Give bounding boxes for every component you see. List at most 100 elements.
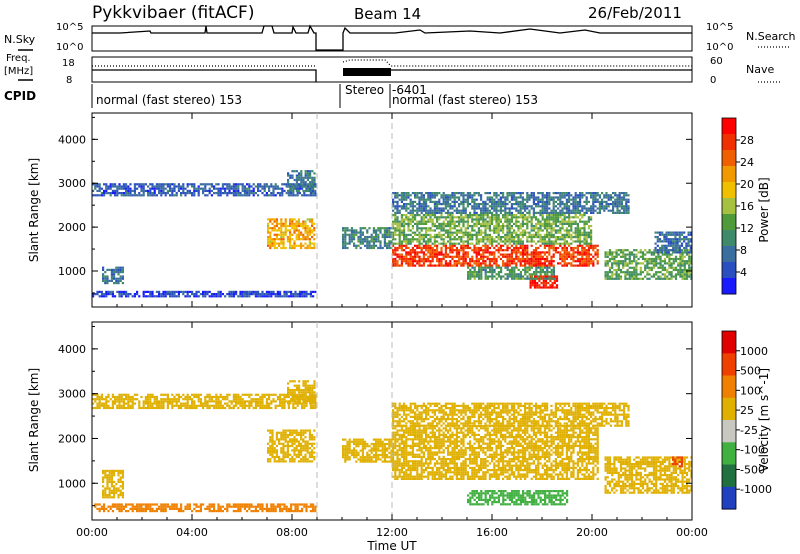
- data-cell: [169, 185, 172, 188]
- data-cell: [674, 255, 678, 258]
- data-cell: [447, 214, 450, 217]
- data-cell: [230, 192, 233, 195]
- data-cell: [107, 290, 110, 293]
- data-cell: [133, 194, 136, 197]
- data-cell: [561, 209, 564, 212]
- data-cell: [120, 192, 123, 195]
- data-cell: [528, 196, 531, 199]
- data-cell: [96, 404, 99, 407]
- data-cell: [230, 187, 233, 190]
- data-cell: [394, 233, 397, 236]
- data-cell: [504, 253, 507, 256]
- data-cell: [449, 249, 452, 252]
- data-cell: [281, 398, 284, 401]
- data-cell: [606, 251, 609, 254]
- data-cell: [526, 200, 529, 203]
- data-cell: [471, 196, 474, 199]
- data-cell: [204, 404, 207, 407]
- data-cell: [554, 200, 557, 203]
- data-cell: [237, 183, 240, 186]
- data-cell: [271, 227, 274, 230]
- data-cell: [530, 266, 533, 269]
- data-cell: [447, 264, 450, 267]
- data-cell: [278, 431, 281, 434]
- data-cell: [622, 255, 625, 258]
- data-cell: [149, 393, 152, 396]
- data-cell: [535, 253, 538, 256]
- data-cell: [219, 192, 222, 195]
- data-cell: [641, 277, 645, 280]
- data-cell: [407, 262, 410, 265]
- data-cell: [603, 200, 606, 203]
- data-cell: [552, 246, 555, 250]
- data-cell: [576, 203, 579, 206]
- data-cell: [100, 293, 103, 296]
- data-cell: [153, 187, 156, 190]
- data-cell: [403, 257, 406, 261]
- data-cell: [151, 192, 154, 195]
- data-cell: [295, 235, 298, 239]
- data-cell: [561, 207, 564, 210]
- data-cell: [553, 279, 556, 282]
- data-cell: [615, 277, 618, 280]
- data-cell: [292, 295, 295, 298]
- data-cell: [409, 262, 412, 265]
- data-cell: [473, 192, 476, 195]
- data-cell: [524, 246, 527, 250]
- data-cell: [280, 238, 283, 241]
- data-cell: [511, 271, 514, 274]
- data-cell: [574, 209, 577, 212]
- data-cell: [620, 192, 623, 195]
- data-cell: [418, 242, 421, 245]
- data-cell: [524, 260, 527, 263]
- data-cell: [484, 231, 487, 234]
- data-cell: [548, 251, 551, 254]
- data-cell: [608, 277, 612, 280]
- data-cell: [122, 406, 125, 410]
- data-cell: [579, 238, 582, 241]
- data-cell: [304, 174, 307, 177]
- data-cell: [672, 257, 675, 261]
- data-cell: [497, 205, 500, 208]
- data-cell: [246, 293, 249, 296]
- data-cell: [524, 262, 527, 265]
- data-cell: [519, 277, 522, 280]
- colorbar-swatch: [722, 230, 736, 247]
- data-cell: [499, 236, 502, 239]
- data-cell: [460, 231, 463, 234]
- data-cell: [619, 260, 623, 263]
- data-cell: [314, 406, 317, 410]
- data-cell: [497, 231, 500, 234]
- data-cell: [271, 238, 274, 241]
- data-cell: [471, 220, 474, 223]
- data-cell: [471, 216, 474, 219]
- data-cell: [160, 293, 163, 296]
- data-cell: [477, 251, 480, 254]
- data-cell: [508, 260, 511, 263]
- data-cell: [517, 229, 520, 232]
- data-cell: [147, 290, 150, 293]
- data-cell: [665, 249, 668, 252]
- data-cell: [298, 178, 301, 182]
- data-cell: [688, 260, 691, 263]
- data-cell: [568, 211, 571, 214]
- data-cell: [548, 246, 551, 250]
- data-cell: [186, 395, 189, 399]
- data-cell: [257, 293, 260, 296]
- data-cell: [409, 211, 412, 214]
- data-cell: [513, 257, 516, 261]
- data-cell: [348, 240, 351, 243]
- data-cell: [158, 402, 161, 405]
- data-cell: [548, 214, 551, 217]
- data-cell: [275, 455, 278, 459]
- data-cell: [667, 249, 670, 252]
- data-cell: [488, 260, 491, 263]
- data-cell: [409, 238, 412, 241]
- data-cell: [546, 266, 549, 269]
- data-cell: [559, 255, 562, 258]
- data-cell: [486, 266, 489, 269]
- data-cell: [519, 227, 522, 230]
- data-cell: [508, 218, 511, 221]
- data-cell: [517, 255, 520, 258]
